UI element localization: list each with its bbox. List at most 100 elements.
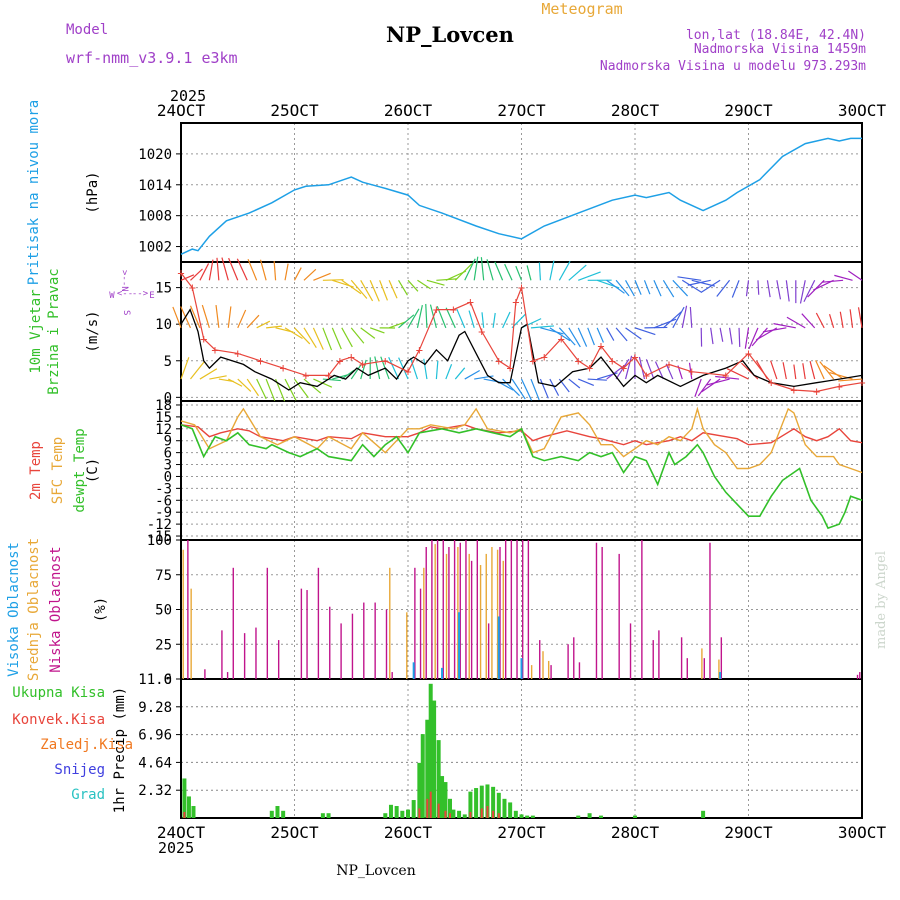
precip-bar-total — [383, 813, 388, 818]
wind-arrow — [645, 359, 655, 380]
wind-arrow — [568, 264, 587, 281]
wind-arrow — [577, 327, 588, 347]
y-tick-label: 6 — [164, 446, 172, 462]
y-tick-label: 0 — [164, 390, 172, 406]
wind-arrow — [643, 280, 651, 295]
wind-arrow — [568, 327, 581, 348]
wind-arrow — [654, 361, 664, 380]
precip-bar-total — [320, 813, 325, 818]
wind-arrow — [228, 378, 243, 387]
wind-arrow — [256, 320, 271, 329]
wind-arrow — [502, 378, 520, 397]
gust-marker: + — [722, 368, 729, 382]
wind-arrow — [237, 309, 247, 329]
precip-bar-total — [406, 809, 410, 818]
model-name: wrf-nmm_v3.9.1 e3km — [66, 49, 238, 67]
precip-bar-total — [633, 815, 637, 818]
precip-bar-total — [479, 785, 484, 818]
page-title: NP_Lovcen — [386, 22, 514, 47]
wind-arrow — [587, 327, 595, 346]
wind-arrow — [540, 327, 564, 335]
precip-bar-total — [530, 815, 535, 818]
gust-marker: + — [189, 281, 196, 295]
wind-arrow — [409, 357, 419, 380]
wind-arrow — [473, 256, 479, 281]
wind-arrow — [700, 279, 721, 293]
wind-arrow — [464, 258, 476, 281]
wind-arrow — [697, 378, 712, 397]
wind-arrow — [558, 260, 571, 281]
wind-arrow — [398, 279, 408, 296]
precip-bar-total — [525, 815, 530, 818]
wind-arrow — [445, 364, 453, 380]
wind-arrow — [515, 265, 523, 281]
wind-arrow — [388, 280, 398, 299]
wind-arrow — [180, 357, 190, 380]
wind-arrow — [625, 327, 642, 340]
wind-arrow — [456, 308, 466, 329]
wind-arrow — [665, 363, 674, 380]
precip-legend-item: Snijeg — [54, 762, 105, 778]
wind-arrow — [511, 378, 526, 400]
precip-bar-convective — [437, 803, 440, 818]
wind-arrow — [615, 279, 630, 297]
wind-arrow — [379, 280, 389, 301]
wind-arrow — [681, 279, 703, 293]
precip-bar-total — [701, 810, 706, 818]
wind-arrow — [578, 271, 601, 281]
gust-marker: + — [359, 357, 366, 371]
gust-marker: + — [467, 295, 474, 309]
wind-arrow — [454, 263, 473, 281]
wind-arrow — [464, 369, 480, 380]
wind-arrow — [549, 260, 555, 281]
gust-marker: + — [529, 354, 536, 368]
panel-label-wind: Brzina i Pravac — [46, 268, 62, 394]
wind-arrow — [350, 364, 362, 380]
x-tick-top: 29OCT — [724, 101, 773, 120]
wind-arrow — [284, 263, 289, 281]
wind-arrow — [848, 270, 863, 281]
wind-arrow — [706, 378, 730, 386]
wind-arrow — [672, 279, 689, 297]
wind-arrow — [199, 263, 210, 281]
model-label: Model — [66, 22, 108, 38]
panel-label-wind: 10m Vjetar — [28, 289, 44, 373]
wind-arrow — [423, 358, 428, 380]
wind-arrow — [823, 365, 844, 380]
compass-s: S — [121, 310, 131, 315]
unit-label-pressure: (hPa) — [85, 171, 101, 213]
wind-arrow — [828, 314, 835, 329]
wind-arrow — [341, 327, 353, 348]
wind-arrow — [259, 259, 267, 281]
year-bottom: 2025 — [158, 839, 194, 857]
wind-arrow — [634, 327, 656, 336]
y-tick-label: 100 — [147, 533, 172, 549]
y-tick-label: 1014 — [138, 178, 172, 194]
wind-arrow — [303, 268, 317, 281]
y-tick-label: 1020 — [138, 147, 172, 163]
footer-label: NP_Lovcen — [336, 863, 415, 879]
wind-arrow — [266, 325, 282, 329]
wind-arrow — [687, 279, 711, 286]
unit-label-wind: (m/s) — [85, 310, 101, 352]
wind-arrow — [662, 279, 675, 298]
wind-arrow — [388, 356, 400, 380]
y-tick-label: 1002 — [138, 240, 172, 256]
wind-arrow — [360, 359, 367, 380]
precip-bar-total — [451, 809, 456, 818]
x-tick-top: 28OCT — [611, 101, 660, 120]
y-tick-label: 2.32 — [138, 783, 172, 799]
wind-arrow — [303, 327, 317, 349]
wind-arrow — [293, 267, 302, 281]
y-tick-label: 15 — [155, 410, 172, 426]
x-tick-top: 24OCT — [157, 101, 206, 120]
compass-arrow-e: --> — [132, 289, 149, 299]
x-tick-top: 27OCT — [497, 101, 546, 120]
wind-arrow — [246, 314, 260, 329]
wind-arrow — [350, 279, 368, 299]
wind-arrow — [549, 327, 571, 342]
y-tick-label: -12 — [147, 517, 172, 533]
wind-arrow — [809, 361, 816, 380]
wind-arrow — [748, 327, 759, 349]
wind-arrow — [776, 280, 782, 300]
